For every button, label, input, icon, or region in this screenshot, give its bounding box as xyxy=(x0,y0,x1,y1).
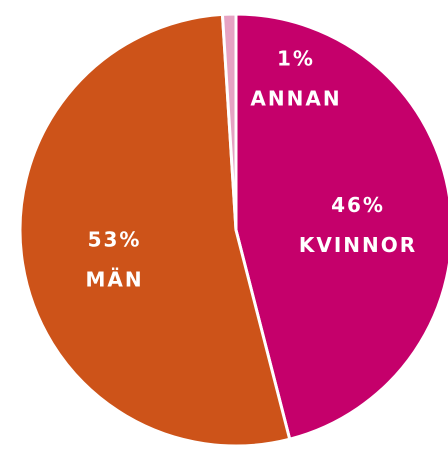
slice-category-label: KVINNOR xyxy=(299,233,417,257)
pie-slice xyxy=(234,12,448,441)
slice-value-label: 1% xyxy=(277,47,315,71)
pie-slice xyxy=(18,12,292,448)
pie-slice xyxy=(220,12,238,232)
slice-value-label: 53% xyxy=(88,228,142,252)
slice-value-label: 46% xyxy=(331,193,385,217)
slice-category-label: ANNAN xyxy=(250,87,341,111)
slice-category-label: MÄN xyxy=(85,268,143,292)
